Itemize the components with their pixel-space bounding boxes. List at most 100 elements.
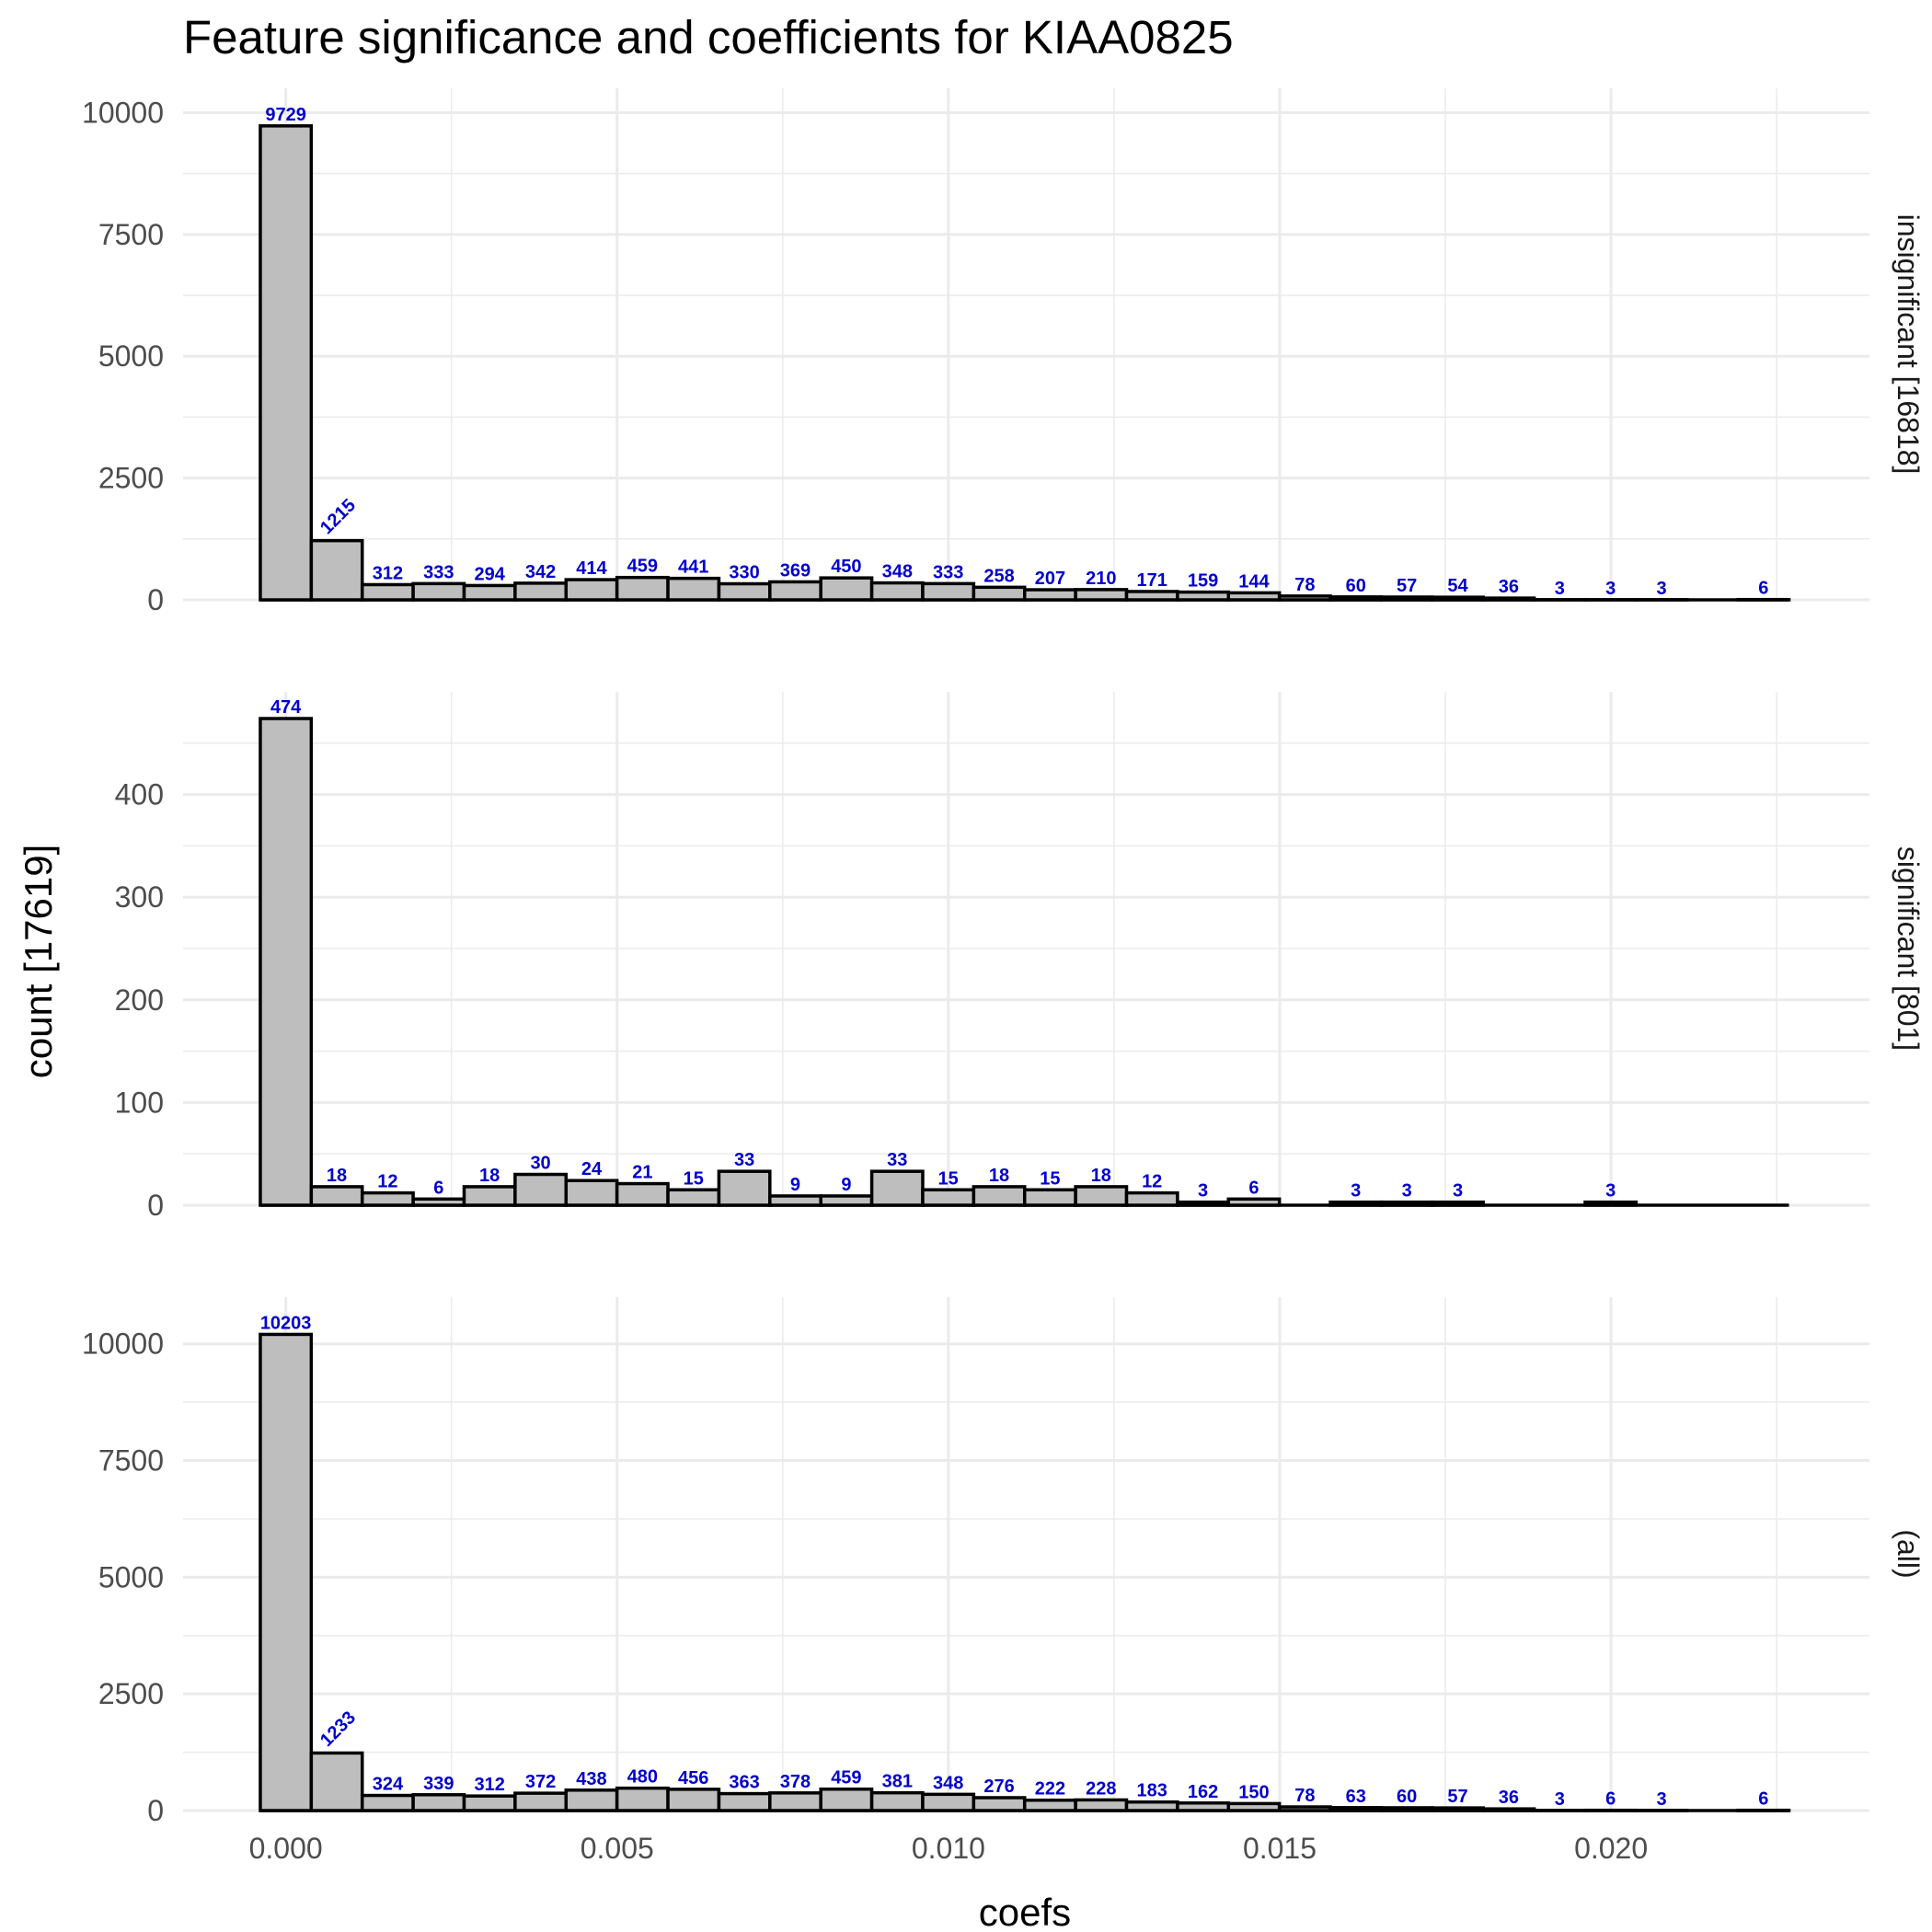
bar (717, 1791, 772, 1812)
bar-value-label: 369 (780, 560, 811, 581)
facet-strip-label: significant [801] (1892, 846, 1925, 1051)
bar-value-label: 258 (983, 566, 1014, 586)
bar (717, 581, 772, 602)
bar (1176, 1200, 1231, 1207)
bar (411, 1793, 466, 1812)
bar-value-label: 6 (1248, 1178, 1259, 1198)
x-axis-title: coefs (979, 1891, 1071, 1932)
bar-value-label: 441 (678, 558, 708, 578)
bar (972, 1796, 1027, 1812)
bar-value-label: 3 (1351, 1181, 1361, 1202)
bar-value-label: 3 (1656, 579, 1666, 599)
bar (1226, 1801, 1282, 1812)
bar-value-label: 372 (525, 1772, 556, 1792)
bar-value-label: 3 (1402, 1181, 1412, 1202)
x-tick-label: 0.005 (581, 1832, 654, 1865)
y-tick-label: 400 (115, 778, 164, 811)
bar (259, 717, 314, 1207)
y-tick-label: 300 (115, 880, 164, 914)
bar (309, 1751, 364, 1812)
bar (819, 576, 874, 602)
bar-value-label: 33 (734, 1150, 754, 1170)
bar (666, 1188, 721, 1207)
bar (1022, 1188, 1077, 1207)
bar-value-label: 333 (933, 562, 963, 582)
bar (666, 576, 721, 602)
bar (1176, 1801, 1231, 1812)
bar (1226, 1197, 1282, 1207)
bar (1277, 594, 1332, 602)
bar-value-label: 6 (433, 1178, 443, 1198)
bar (1431, 595, 1485, 602)
bar-value-label: 159 (1188, 571, 1218, 592)
y-tick-label: 0 (147, 583, 164, 616)
y-tick-label: 5000 (98, 339, 164, 373)
bar (1431, 1806, 1485, 1812)
facet-strip-label: (all) (1892, 1529, 1925, 1578)
bar (309, 1185, 364, 1207)
bar-value-label: 6 (1605, 1789, 1616, 1810)
bar-value-label: 33 (887, 1150, 907, 1170)
bar (1277, 1805, 1332, 1812)
bar-value-label: 324 (373, 1775, 404, 1795)
bar-value-label: 15 (938, 1168, 959, 1189)
bar-value-label: 57 (1447, 1787, 1467, 1807)
bar (259, 1332, 314, 1812)
bar (1481, 596, 1536, 602)
bar-value-label: 9 (841, 1175, 851, 1195)
bar (513, 581, 569, 602)
bar (1226, 591, 1282, 602)
bar-value-label: 6 (1758, 579, 1768, 599)
bar (513, 1172, 569, 1207)
bar (411, 581, 466, 602)
bar-value-label: 276 (983, 1777, 1014, 1797)
bar (1379, 595, 1434, 602)
bar-value-label: 459 (627, 557, 658, 577)
bar (309, 538, 364, 602)
bar (564, 1788, 619, 1812)
bar-value-label: 18 (479, 1166, 500, 1186)
bar (972, 585, 1027, 602)
bar-value-label: 480 (627, 1767, 658, 1788)
bar-value-label: 78 (1294, 1786, 1315, 1806)
y-tick-label: 7500 (98, 1444, 164, 1478)
bar-value-label: 3 (1453, 1181, 1463, 1202)
bar-value-label: 342 (525, 562, 556, 582)
bar-value-label: 1215 (316, 495, 360, 538)
bar-value-label: 24 (581, 1159, 603, 1179)
bar-value-label: 21 (632, 1163, 652, 1183)
bar (513, 1791, 569, 1812)
bar-value-label: 12 (377, 1172, 397, 1192)
bar (1328, 1200, 1384, 1207)
bar-value-label: 228 (1086, 1778, 1116, 1799)
bar (360, 582, 415, 602)
y-tick-label: 0 (147, 1189, 164, 1222)
bar (768, 1791, 822, 1812)
y-tick-label: 2500 (98, 462, 164, 495)
bar (768, 1194, 822, 1207)
bar (1328, 1806, 1384, 1812)
bar-value-label: 63 (1346, 1787, 1366, 1807)
bar-value-label: 312 (373, 563, 403, 583)
bar-value-label: 183 (1137, 1781, 1167, 1801)
bar (1379, 1200, 1434, 1207)
bar-value-label: 348 (933, 1773, 963, 1793)
bar (1328, 595, 1384, 602)
bar-value-label: 210 (1086, 569, 1116, 589)
bar-value-label: 15 (1040, 1168, 1060, 1189)
x-tick-label: 0.000 (249, 1832, 323, 1865)
bar-value-label: 54 (1447, 576, 1468, 596)
bar-value-label: 438 (576, 1769, 606, 1789)
bar-value-label: 207 (1035, 569, 1065, 589)
bar (615, 1181, 670, 1207)
bar-value-label: 30 (530, 1154, 550, 1174)
bar-value-label: 381 (882, 1772, 913, 1792)
bar (972, 1185, 1027, 1207)
bar (1124, 590, 1179, 602)
bar (1022, 588, 1077, 602)
bar-value-label: 294 (474, 564, 505, 584)
bar-value-label: 450 (831, 557, 861, 577)
bar (1583, 1200, 1639, 1207)
